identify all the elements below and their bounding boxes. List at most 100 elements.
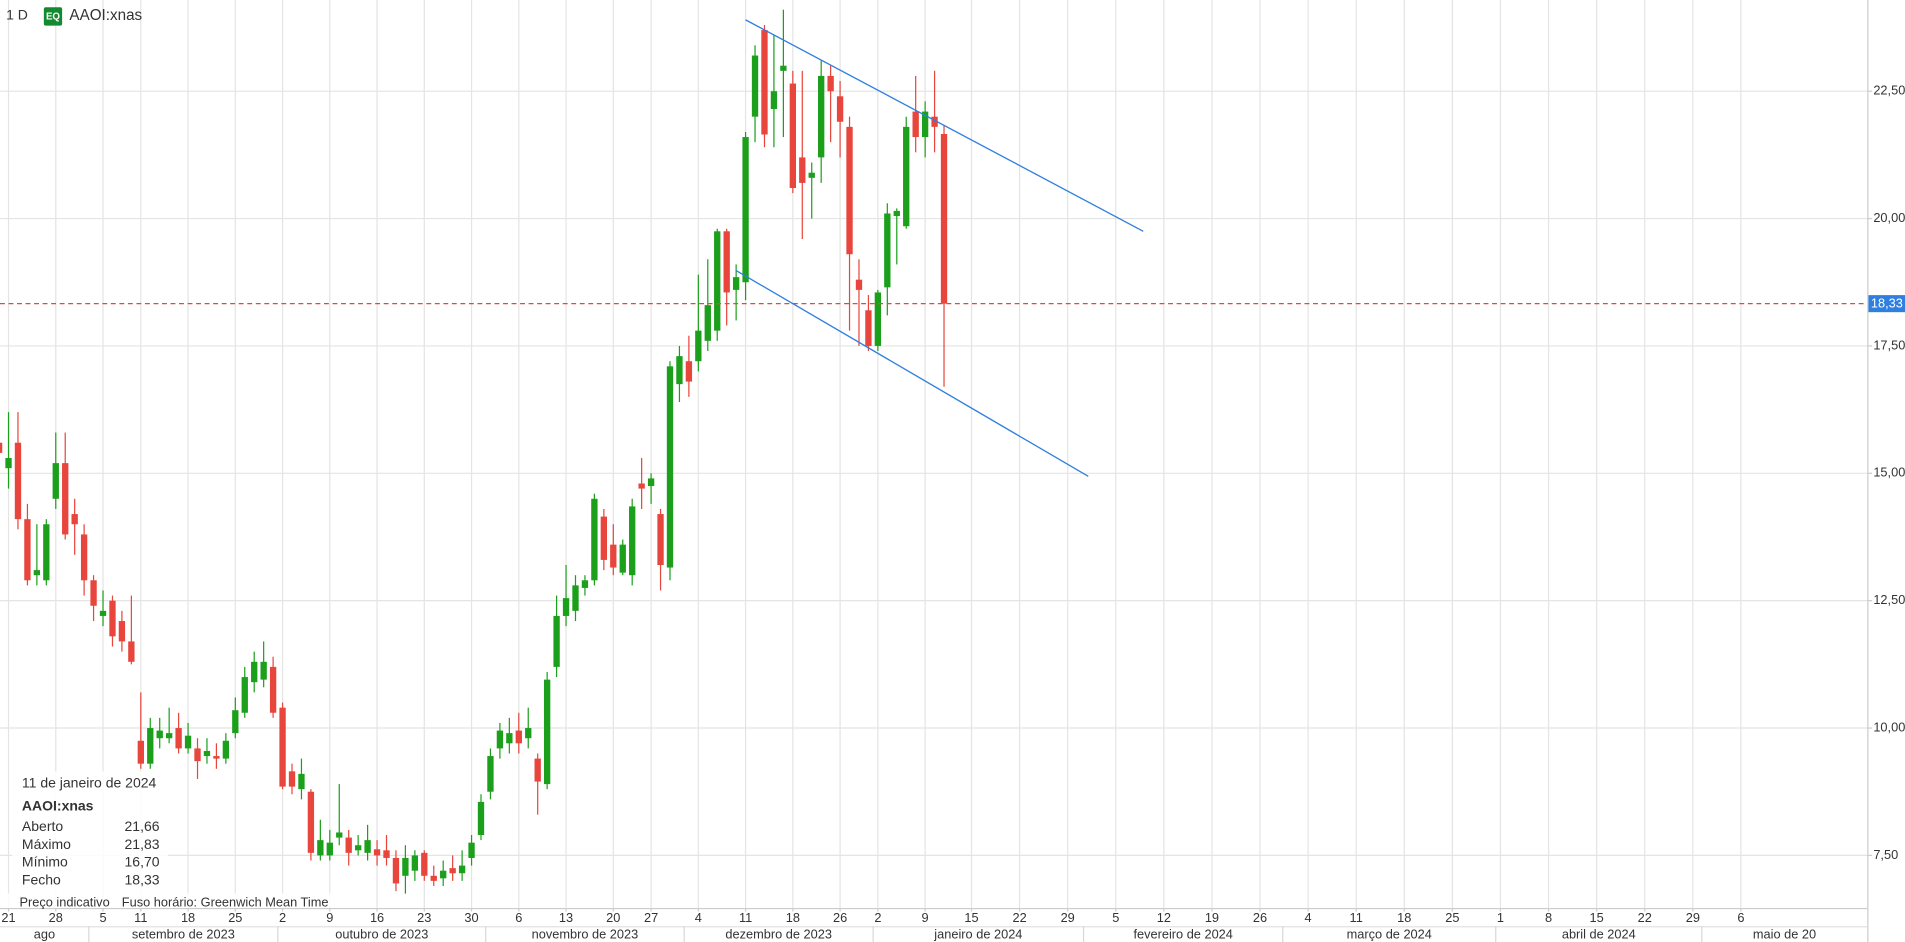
candle-body xyxy=(33,570,41,576)
x-tick-label: 16 xyxy=(370,910,384,925)
x-tick-label: 6 xyxy=(515,910,522,925)
month-label: outubro de 2023 xyxy=(335,927,428,942)
candle-body xyxy=(336,832,343,838)
candle-body xyxy=(458,865,466,874)
y-tick-label: 15,00 xyxy=(1873,465,1905,480)
candle-body xyxy=(685,361,693,382)
candle-body xyxy=(921,111,929,138)
month-label: fevereiro de 2024 xyxy=(1133,927,1232,942)
candle-body xyxy=(846,126,853,255)
info-label: Aberto xyxy=(22,818,63,834)
x-tick-label: 11 xyxy=(1350,910,1363,925)
y-tick-label: 17,50 xyxy=(1873,337,1905,352)
candle-body xyxy=(912,111,919,138)
candle-body xyxy=(402,857,409,876)
candle-body xyxy=(893,210,900,217)
y-tick-label: 12,50 xyxy=(1873,592,1905,607)
candle-body xyxy=(156,730,163,739)
candle-body xyxy=(430,875,437,881)
x-tick-label: 27 xyxy=(644,910,658,925)
candle-body xyxy=(80,534,88,581)
candle-body xyxy=(373,849,381,856)
interval: 1 D xyxy=(6,7,28,23)
info-value: 21,83 xyxy=(125,836,160,852)
candle-body xyxy=(440,870,447,879)
x-tick-label: 22 xyxy=(1638,910,1652,925)
candle-body xyxy=(903,126,910,227)
x-tick-label: 23 xyxy=(417,910,431,925)
candle-body xyxy=(581,580,589,588)
last-price-tag xyxy=(1868,295,1905,313)
footer-note: Preço indicativo xyxy=(19,894,109,909)
y-tick-label: 7,50 xyxy=(1873,847,1898,862)
symbol: AAOI:xnas xyxy=(69,7,142,24)
candle-body xyxy=(770,91,778,110)
candle-body xyxy=(298,773,305,790)
x-tick-label: 19 xyxy=(1205,910,1219,925)
info-label: Fecho xyxy=(22,872,61,888)
x-tick-label: 12 xyxy=(1157,910,1171,925)
x-tick-label: 18 xyxy=(181,910,195,925)
x-tick-label: 25 xyxy=(228,910,242,925)
header: 1 D EQ AAOI:xnas xyxy=(6,7,143,26)
trend-line xyxy=(735,269,1089,477)
candle-body xyxy=(203,750,211,757)
x-tick-label: 26 xyxy=(833,910,847,925)
candle-body xyxy=(525,728,532,739)
info-value: 16,70 xyxy=(125,854,160,870)
candle-body xyxy=(676,356,683,385)
candle-body xyxy=(827,75,834,92)
candle-body xyxy=(468,842,475,858)
candle-body xyxy=(269,666,277,713)
candle-body xyxy=(600,516,608,560)
x-tick-label: 28 xyxy=(49,910,63,925)
candle-body xyxy=(392,857,400,884)
candle-body xyxy=(732,277,740,290)
x-tick-label: 4 xyxy=(1305,910,1312,925)
candle-body xyxy=(808,172,815,178)
candle-body xyxy=(761,30,768,135)
x-tick-label: 18 xyxy=(786,910,800,925)
candle-body xyxy=(165,733,173,739)
month-label: setembro de 2023 xyxy=(132,927,235,942)
month-label: dezembro de 2023 xyxy=(725,927,832,942)
candle-body xyxy=(515,730,522,744)
candle-body xyxy=(251,661,258,683)
candle-body xyxy=(175,728,182,749)
info-value: 21,66 xyxy=(125,818,160,834)
candle-body xyxy=(496,730,504,749)
month-label: novembro de 2023 xyxy=(532,927,639,942)
candle-body xyxy=(865,310,872,346)
candle-body xyxy=(695,330,702,362)
info-date: 11 de janeiro de 2024 xyxy=(22,774,157,790)
candle-body xyxy=(213,756,220,759)
candle-body xyxy=(383,850,390,858)
x-tick-label: 20 xyxy=(606,910,620,925)
candle-body xyxy=(789,83,796,188)
footer-bg xyxy=(0,893,332,908)
candle-body xyxy=(184,735,192,749)
candle-body xyxy=(43,524,50,581)
y-tick-label: 10,00 xyxy=(1873,719,1905,734)
last-price-label: 18,33 xyxy=(1871,296,1903,311)
candle-body xyxy=(572,585,579,611)
month-label: abril de 2024 xyxy=(1562,927,1636,942)
x-tick-label: 1 xyxy=(1497,910,1504,925)
x-tick-label: 15 xyxy=(1590,910,1604,925)
candle-body xyxy=(884,213,891,288)
candle-body xyxy=(543,679,551,785)
candle-body xyxy=(128,641,135,662)
x-tick-label: 29 xyxy=(1686,910,1700,925)
candle-body xyxy=(780,65,787,71)
month-label: ago xyxy=(34,927,55,942)
x-tick-label: 25 xyxy=(1445,910,1459,925)
trend-line xyxy=(745,19,1144,232)
candle-body xyxy=(411,855,419,871)
candle-body xyxy=(5,458,12,469)
candle-body xyxy=(818,75,825,158)
candle-body xyxy=(345,837,352,853)
candle-body xyxy=(354,845,362,851)
